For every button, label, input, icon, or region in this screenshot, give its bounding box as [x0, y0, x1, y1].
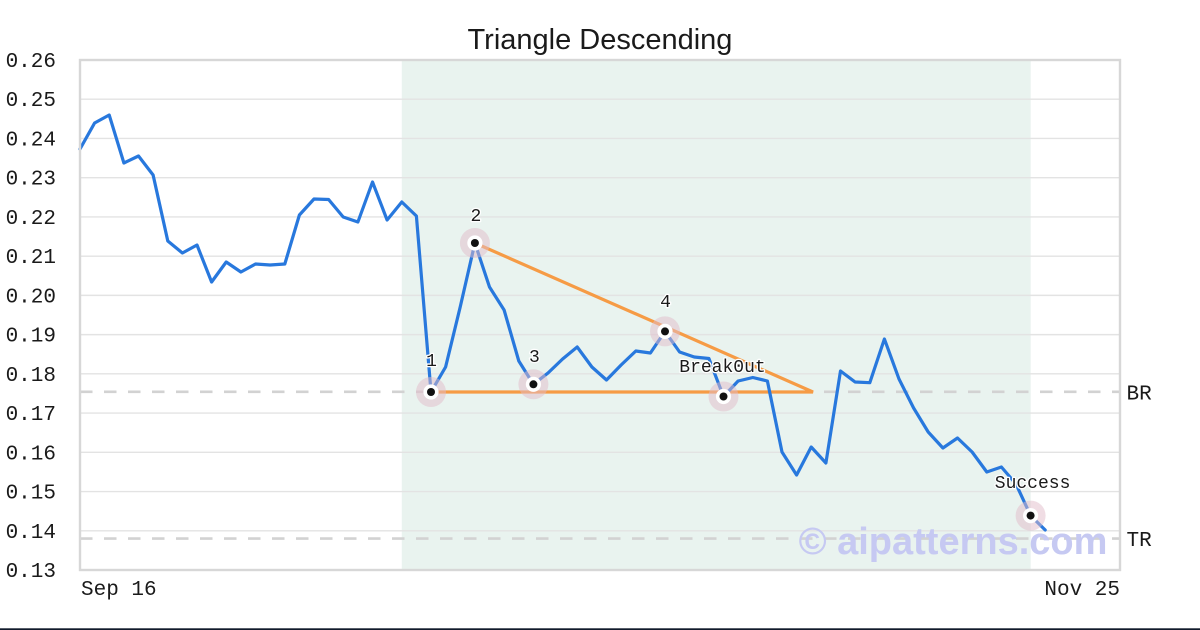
- svg-text:0.23: 0.23: [6, 169, 56, 192]
- svg-text:Triangle Descending: Triangle Descending: [468, 24, 733, 56]
- svg-text:1: 1: [426, 352, 437, 372]
- svg-text:3: 3: [529, 348, 540, 368]
- svg-text:0.25: 0.25: [6, 90, 56, 113]
- svg-text:0.22: 0.22: [6, 208, 56, 231]
- svg-text:0.16: 0.16: [6, 443, 56, 466]
- svg-text:0.15: 0.15: [6, 483, 56, 506]
- svg-text:0.17: 0.17: [6, 404, 56, 427]
- svg-text:0.20: 0.20: [6, 286, 56, 309]
- svg-text:Nov 25: Nov 25: [1044, 579, 1120, 602]
- svg-text:2: 2: [470, 207, 481, 227]
- svg-text:0.14: 0.14: [6, 522, 56, 545]
- svg-text:Success: Success: [995, 474, 1071, 494]
- svg-text:0.18: 0.18: [6, 365, 56, 388]
- svg-text:0.19: 0.19: [6, 326, 56, 349]
- svg-text:0.13: 0.13: [6, 561, 56, 584]
- svg-text:4: 4: [660, 293, 671, 313]
- svg-text:0.24: 0.24: [6, 130, 56, 153]
- svg-text:0.26: 0.26: [6, 51, 56, 74]
- svg-text:TR: TR: [1127, 530, 1153, 553]
- svg-text:BR: BR: [1127, 384, 1153, 407]
- svg-text:© aipatterns.com: © aipatterns.com: [799, 521, 1108, 563]
- svg-text:0.21: 0.21: [6, 247, 56, 270]
- svg-text:Break0ut: Break0ut: [679, 358, 765, 378]
- svg-text:Sep 16: Sep 16: [81, 579, 157, 602]
